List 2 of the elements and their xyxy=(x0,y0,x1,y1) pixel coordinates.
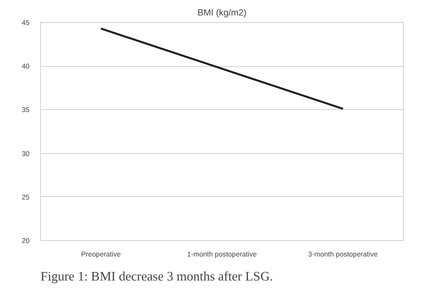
chart-title: BMI (kg/m2) xyxy=(198,8,247,18)
caption: Figure 1: BMI decrease 3 months after LSG. xyxy=(40,268,274,284)
